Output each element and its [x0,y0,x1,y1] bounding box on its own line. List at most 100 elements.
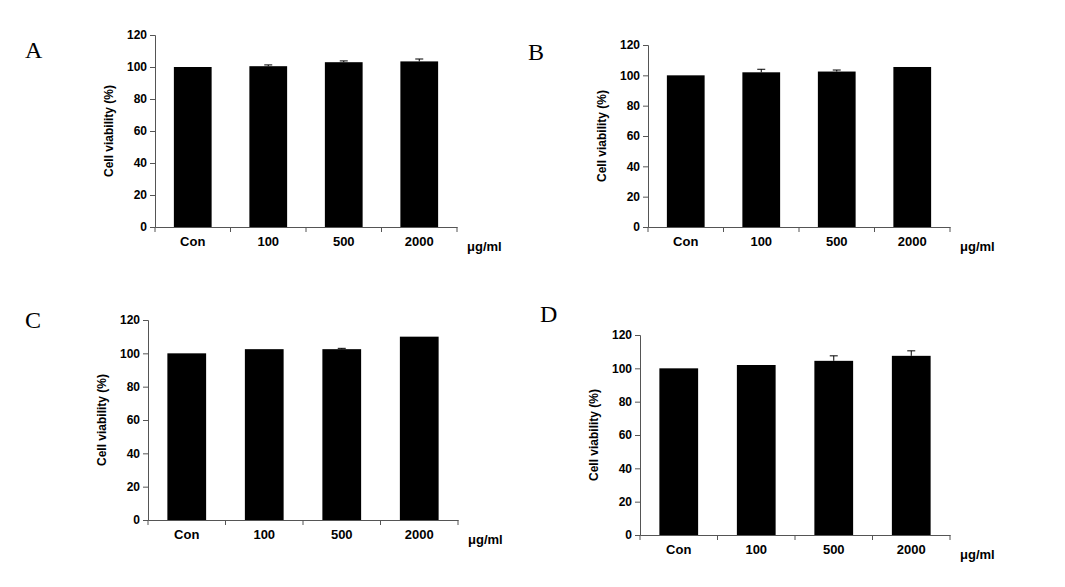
y-tick-label: 40 [619,462,633,476]
y-tick-label: 120 [620,38,640,52]
x-tick: 100 [257,227,279,249]
y-tick-mark [150,195,155,196]
x-boundary-tick [799,227,800,232]
error-stem [911,351,912,356]
error-cap [833,70,841,71]
y-tick-mark [643,166,648,167]
y-tick-label: 80 [127,380,141,394]
y-tick: 40 [127,447,148,461]
y-tick-mark [635,368,640,369]
y-tick-label: 60 [627,129,641,143]
x-tick-label: 100 [750,234,772,249]
bar [400,61,438,227]
bar [814,361,853,535]
y-tick-mark [143,387,148,388]
y-axis-line [150,36,156,228]
panel: 020406080100120Con1005002000μg/mlCell vi… [587,328,995,562]
y-tick-label: 0 [625,528,632,542]
x-axis-title: μg/ml [468,532,503,547]
y-tick-label: 0 [633,220,640,234]
x-boundary-tick [717,535,718,540]
y-tick: 60 [619,428,640,442]
bar [659,368,698,535]
x-boundary-tick [303,520,304,525]
x-axis: Con 100 500 2000 [649,227,951,249]
y-tick: 20 [134,188,155,202]
error-stem [833,356,834,361]
x-tick-label: 500 [826,234,848,249]
figure: 020406080100120Con1005002000μg/mlCell vi… [0,0,1065,587]
panel-label: B [528,39,544,65]
x-boundary-tick [872,535,873,540]
x-tick-label: Con [673,234,698,249]
y-tick: 120 [127,28,155,42]
y-tick: 80 [127,380,148,394]
error-bar [338,348,346,350]
bar [742,72,780,227]
x-tick-label: 2000 [405,234,434,249]
y-axis: 020406080100120 [620,38,649,234]
panel: 020406080100120Con1005002000μg/mlCell vi… [95,313,503,547]
plot-area [667,67,931,227]
x-tick: 2000 [405,227,434,249]
x-tick: 500 [826,227,848,249]
x-boundary-tick [155,227,156,232]
y-tick-mark [143,353,148,354]
y-tick: 60 [134,124,155,138]
bar [893,67,931,227]
x-boundary-tick [225,520,226,525]
error-bar [907,351,915,356]
y-tick-label: 20 [627,190,641,204]
bar [325,62,363,227]
bar [400,337,439,520]
y-tick-mark [143,320,148,321]
x-axis-title: μg/ml [960,547,995,562]
y-tick: 100 [127,60,155,74]
y-tick: 0 [133,513,148,527]
y-tick-mark [143,453,148,454]
x-axis: Con1005002000 [149,520,459,542]
y-axis: 020406080100120 [612,328,641,542]
x-tick: 100 [253,520,275,542]
x-tick: 2000 [898,227,927,249]
x-tick-label: 100 [253,527,275,542]
y-tick-mark [150,67,155,68]
y-axis-title: Cell viability (%) [102,85,116,177]
y-tick-mark [143,487,148,488]
x-tick-label: Con [174,527,199,542]
y-tick: 100 [612,362,640,376]
x-axis-title: μg/ml [960,239,995,254]
x-tick: 100 [745,535,767,557]
error-cap [338,348,346,349]
error-bar [757,69,765,72]
panel: 020406080100120Con1005002000μg/mlCell vi… [595,38,995,254]
y-tick-label: 0 [140,220,147,234]
y-axis-title: Cell viability (%) [595,90,609,182]
error-cap [264,64,272,65]
y-tick-label: 120 [127,28,147,42]
panel-label: D [540,301,557,327]
y-tick-label: 60 [619,428,633,442]
x-boundary-tick [457,227,458,232]
y-tick-mark [635,402,640,403]
y-tick: 20 [627,190,648,204]
error-cap [757,69,765,70]
error-cap [830,355,838,356]
y-tick: 40 [134,156,155,170]
y-tick-mark [635,502,640,503]
x-boundary-tick [458,520,459,525]
y-axis: 020406080100120 [127,28,156,234]
x-boundary-tick [380,520,381,525]
x-tick: Con [174,520,199,542]
y-tick-mark [643,45,648,46]
x-boundary-tick [148,520,149,525]
x-boundary-tick [381,227,382,232]
y-tick-label: 60 [134,124,148,138]
y-tick-mark [150,35,155,36]
y-tick-label: 40 [127,447,141,461]
x-tick-label: 2000 [898,234,927,249]
x-tick: Con [180,227,205,249]
x-tick-label: 2000 [897,542,926,557]
error-bar [264,65,272,66]
bar [167,353,206,520]
